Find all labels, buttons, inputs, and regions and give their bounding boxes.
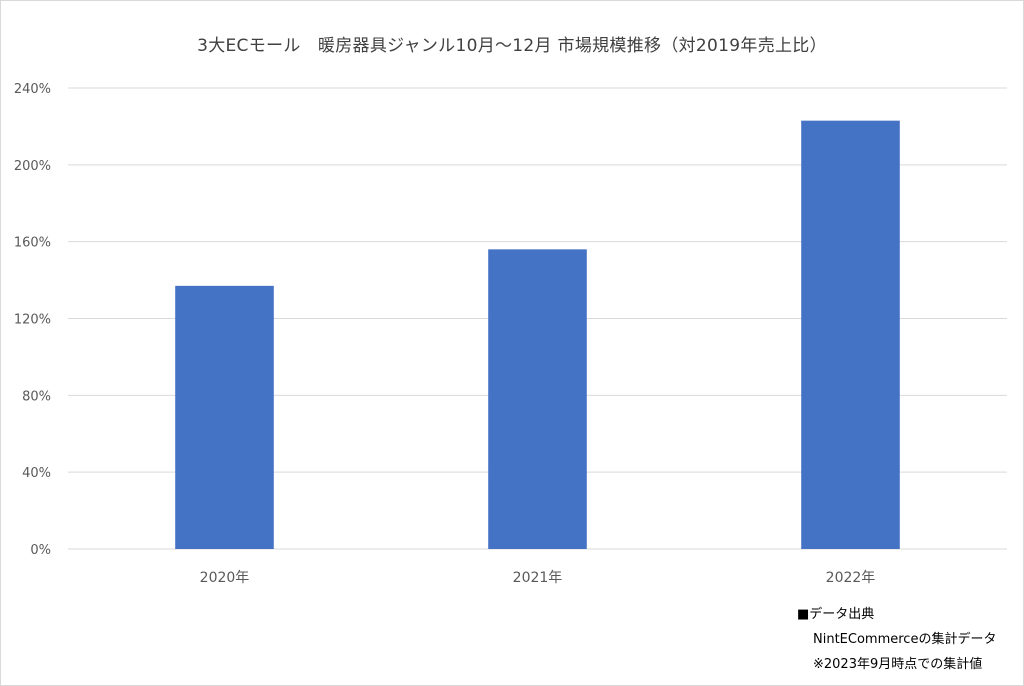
bar-2021年 [488,249,587,549]
bars [175,120,900,549]
y-axis-ticks: 0% 40% 80% 120% 160% 200% 240% [14,82,51,558]
bar-2020年 [175,285,274,549]
y-tick-label: 40% [22,466,51,481]
source-note: ※2023年9月時点での集計値 [813,657,983,672]
x-tick-label: 2022年 [826,570,876,586]
y-tick-label: 200% [14,159,51,174]
bar-2022年 [801,120,900,549]
source-heading: ■データ出典 [797,607,875,622]
y-tick-label: 0% [30,543,51,558]
x-tick-label: 2020年 [200,570,250,586]
x-tick-label: 2021年 [513,570,563,586]
source-name: NintECommerceの集計データ [813,632,997,647]
y-tick-label: 240% [14,82,51,97]
x-axis-ticks: 2020年 2021年 2022年 [200,570,876,586]
y-tick-label: 120% [14,313,51,328]
y-tick-label: 80% [22,389,51,404]
chart-title: 3大ECモール 暖房器具ジャンル10月～12月 市場規模推移（対2019年売上比… [197,36,827,56]
y-tick-label: 160% [14,236,51,251]
